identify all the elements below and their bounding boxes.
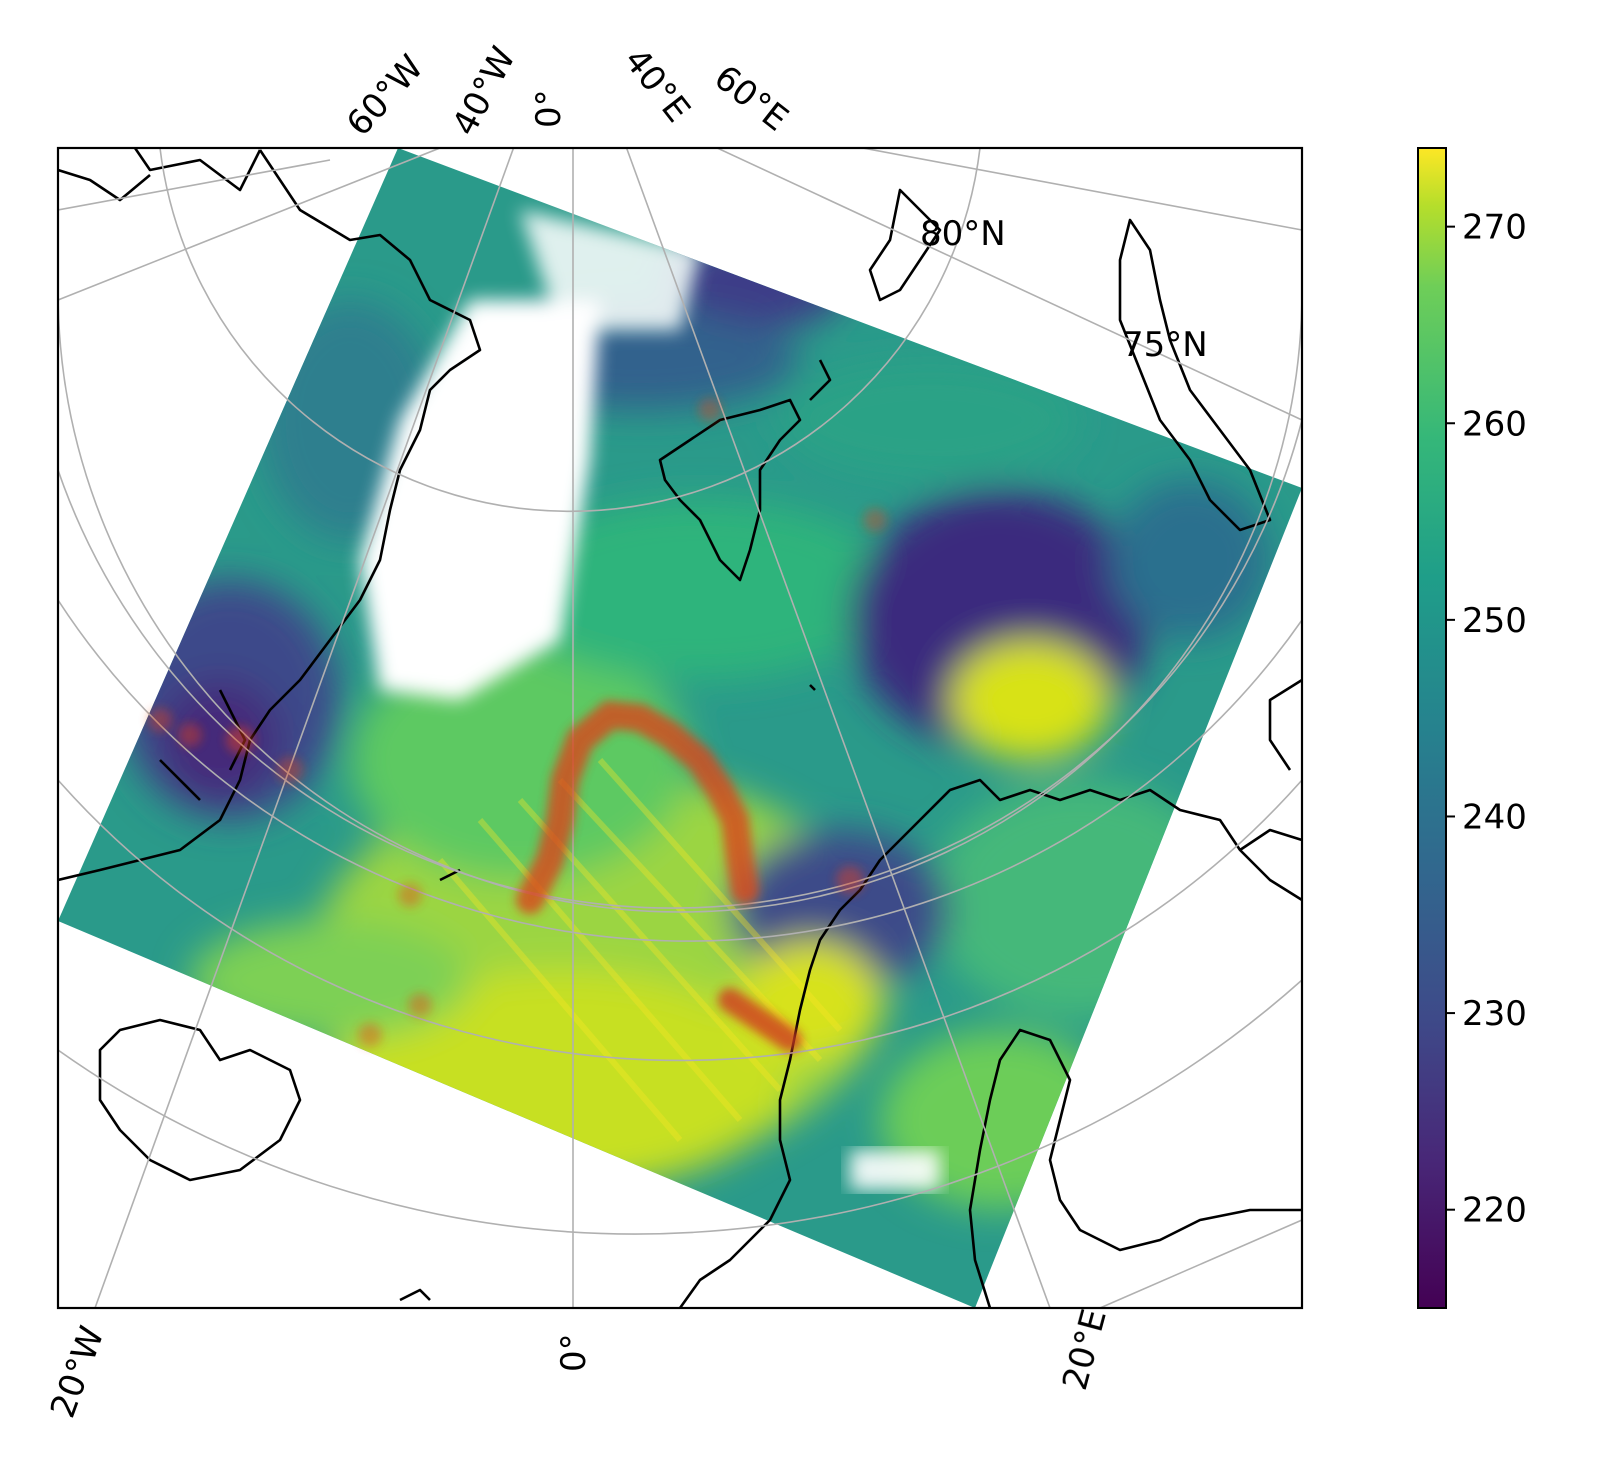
colorbar-tick-label: 270: [1462, 208, 1527, 248]
lon-label-bottom-20w: 20°W: [43, 1321, 113, 1423]
lon-label-top-60w: 60°W: [339, 47, 432, 144]
graticule: [58, 148, 1302, 1308]
lon-label-bottom-20e: 20°E: [1055, 1305, 1115, 1394]
lon-label-top-40w: 40°W: [445, 41, 524, 143]
lon-label-top-40e: 40°E: [616, 41, 698, 130]
colorbar-tick-label: 260: [1462, 404, 1527, 444]
colorbar-tick-label: 250: [1462, 601, 1527, 641]
colorbar-tick-label: 240: [1462, 797, 1527, 837]
lat-label-80n: 80°N: [920, 214, 1006, 254]
lon-label-bottom-0: 0°: [554, 1333, 594, 1372]
detection-overlay: [148, 398, 887, 1052]
colorbar-gradient: [1417, 147, 1447, 1309]
lon-label-top-0: 0°: [529, 89, 569, 128]
coastlines: [58, 148, 1302, 1308]
map-frame: [56, 146, 1304, 1310]
map-axes: [58, 148, 1302, 1308]
colorbar-tick-label: 230: [1462, 994, 1527, 1034]
colorbar-ticks: 220 230 240 250 260 270: [1446, 208, 1527, 1231]
colorbar: 220 230 240 250 260 270: [1417, 147, 1527, 1309]
colorbar-tick-label: 220: [1462, 1191, 1527, 1231]
lon-label-top-60e: 60°E: [706, 58, 795, 140]
lat-label-75n: 75°N: [1122, 325, 1208, 365]
